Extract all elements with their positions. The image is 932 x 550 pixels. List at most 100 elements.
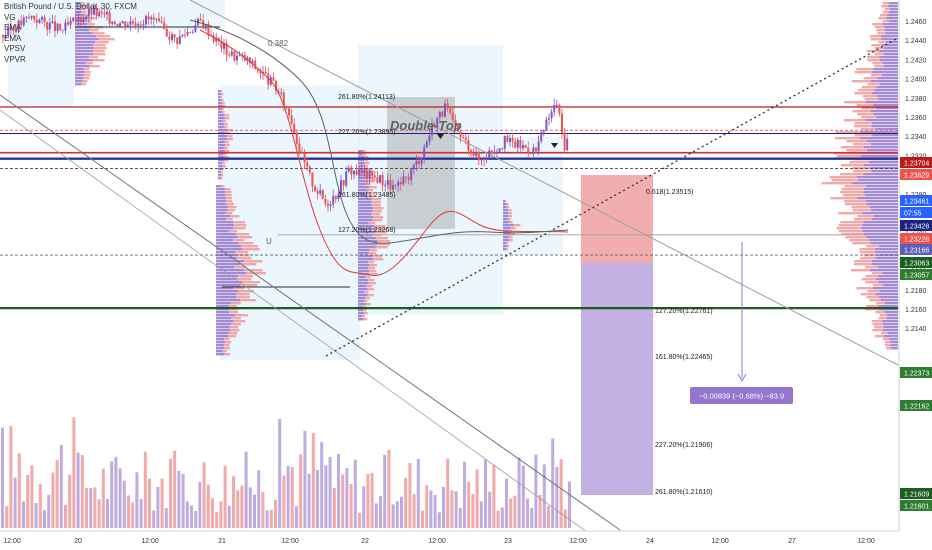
volume-profile-bar (216, 224, 235, 227)
candle-body (194, 25, 197, 32)
volume-profile-bar (886, 347, 891, 350)
fib-extension-label: 227.20%(1.23895) (338, 129, 396, 136)
candle-body (25, 16, 28, 18)
volume-bar (68, 474, 72, 528)
candle-body (441, 111, 444, 117)
volume-bar (34, 503, 38, 528)
candle-body (347, 167, 350, 172)
volume-profile-bar (240, 263, 257, 266)
candle-body (139, 24, 142, 26)
candle-body (529, 152, 532, 154)
fib-extension-label: 261.80%(1.24113) (338, 94, 395, 101)
volume-profile-bar (224, 188, 231, 191)
volume-bar (404, 477, 408, 528)
volume-profile-bar (358, 189, 368, 192)
volume-profile-bar (885, 32, 898, 35)
volume-profile-bar (863, 77, 878, 80)
volume-profile-bar (874, 26, 885, 29)
volume-profile-bar (92, 59, 105, 62)
legend-indicator-vpvr[interactable]: VPVR (4, 54, 26, 64)
volume-profile-bar (218, 171, 221, 174)
candle-body (90, 8, 93, 15)
candle-body (350, 167, 353, 175)
volume-bar (185, 501, 189, 528)
volume-profile-bar (358, 192, 369, 195)
candle-body (202, 20, 205, 29)
volume-profile-bar (218, 162, 223, 165)
volume-bar (408, 463, 412, 528)
volume-profile-bar (856, 68, 874, 71)
volume-profile-bar (243, 260, 263, 263)
volume-profile-bar (864, 233, 898, 236)
volume-profile-bar (890, 341, 898, 344)
legend-indicator-ema[interactable]: EMA (4, 23, 22, 32)
volume-profile-bar (75, 5, 83, 8)
volume-profile-bar (854, 92, 872, 95)
time-tick-label: 24 (646, 538, 654, 545)
volume-bar (316, 470, 319, 528)
volume-profile-bar (854, 260, 872, 263)
volume-profile-bar (840, 221, 864, 224)
volume-bar (332, 488, 336, 528)
volume-profile-bar (358, 279, 369, 282)
candle-body (238, 55, 241, 57)
candle-body (420, 157, 423, 165)
candle-body (306, 162, 309, 167)
volume-profile-bar (75, 50, 93, 53)
volume-bar (110, 461, 114, 528)
volume-profile-bar (876, 278, 898, 281)
volume-profile-bar (228, 305, 238, 308)
volume-bar (72, 417, 76, 528)
candle-body (150, 17, 153, 20)
time-axis[interactable]: 12:00 20 12:00 21 12:00 22 12:00 23 12:00 24 12:00… (0, 530, 932, 550)
legend-indicator-vg[interactable]: VG (4, 12, 16, 22)
volume-profile-bar (890, 344, 898, 347)
candle-body (230, 51, 233, 56)
chart-drawings[interactable] (0, 0, 899, 546)
volume-profile-bar (233, 287, 245, 290)
volume-profile-bar (364, 291, 369, 294)
candle-body (85, 16, 88, 20)
volume-bar (513, 495, 517, 528)
candle-body (111, 21, 114, 24)
candle-body (446, 103, 449, 109)
volume-bar (542, 464, 546, 528)
volume-bar (135, 472, 139, 528)
candle-body (561, 113, 563, 133)
price-axis[interactable]: 1.2460 1.2440 1.2420 1.2400 1.2380 1.2360 1.23… (898, 0, 932, 550)
volume-profile-bar (358, 159, 364, 162)
candle-body (223, 43, 225, 49)
volume-profile-bar (221, 185, 225, 188)
volume-profile-bar (216, 251, 236, 254)
volume-profile-bar (358, 282, 369, 285)
volume-profile-bar (218, 120, 223, 123)
candle-body (483, 159, 485, 161)
volume-profile-bar (872, 272, 883, 275)
volume-bar (328, 456, 332, 528)
volume-profile-bar (238, 242, 254, 245)
volume-profile-bar (841, 188, 864, 191)
candle-body (280, 92, 283, 94)
candle-body (158, 18, 160, 22)
volume-profile-bar (854, 134, 873, 137)
volume-profile-bar (358, 186, 370, 189)
price-tick-label: 1.2460 (905, 19, 927, 26)
volume-bar (290, 467, 294, 528)
volume-profile-bar (884, 311, 898, 314)
volume-profile-bar (75, 71, 85, 74)
price-badge-label: 1.22162 (904, 404, 929, 411)
volume-profile-bar (371, 213, 381, 216)
volume-bars (1, 417, 571, 528)
volume-profile-bar (884, 341, 891, 344)
candle-body (550, 111, 553, 119)
volume-profile-bar (863, 146, 898, 149)
volume-bar (282, 475, 286, 528)
volume-profile-bar (216, 353, 225, 356)
legend-indicator-ema[interactable]: EMA (4, 33, 22, 43)
volume-bar (232, 476, 235, 528)
price-badge-label: 1.21601 (904, 504, 929, 511)
volume-bar (463, 461, 466, 528)
volume-bar (30, 465, 34, 528)
legend-indicator-vpsv[interactable]: VPSV (4, 44, 26, 53)
